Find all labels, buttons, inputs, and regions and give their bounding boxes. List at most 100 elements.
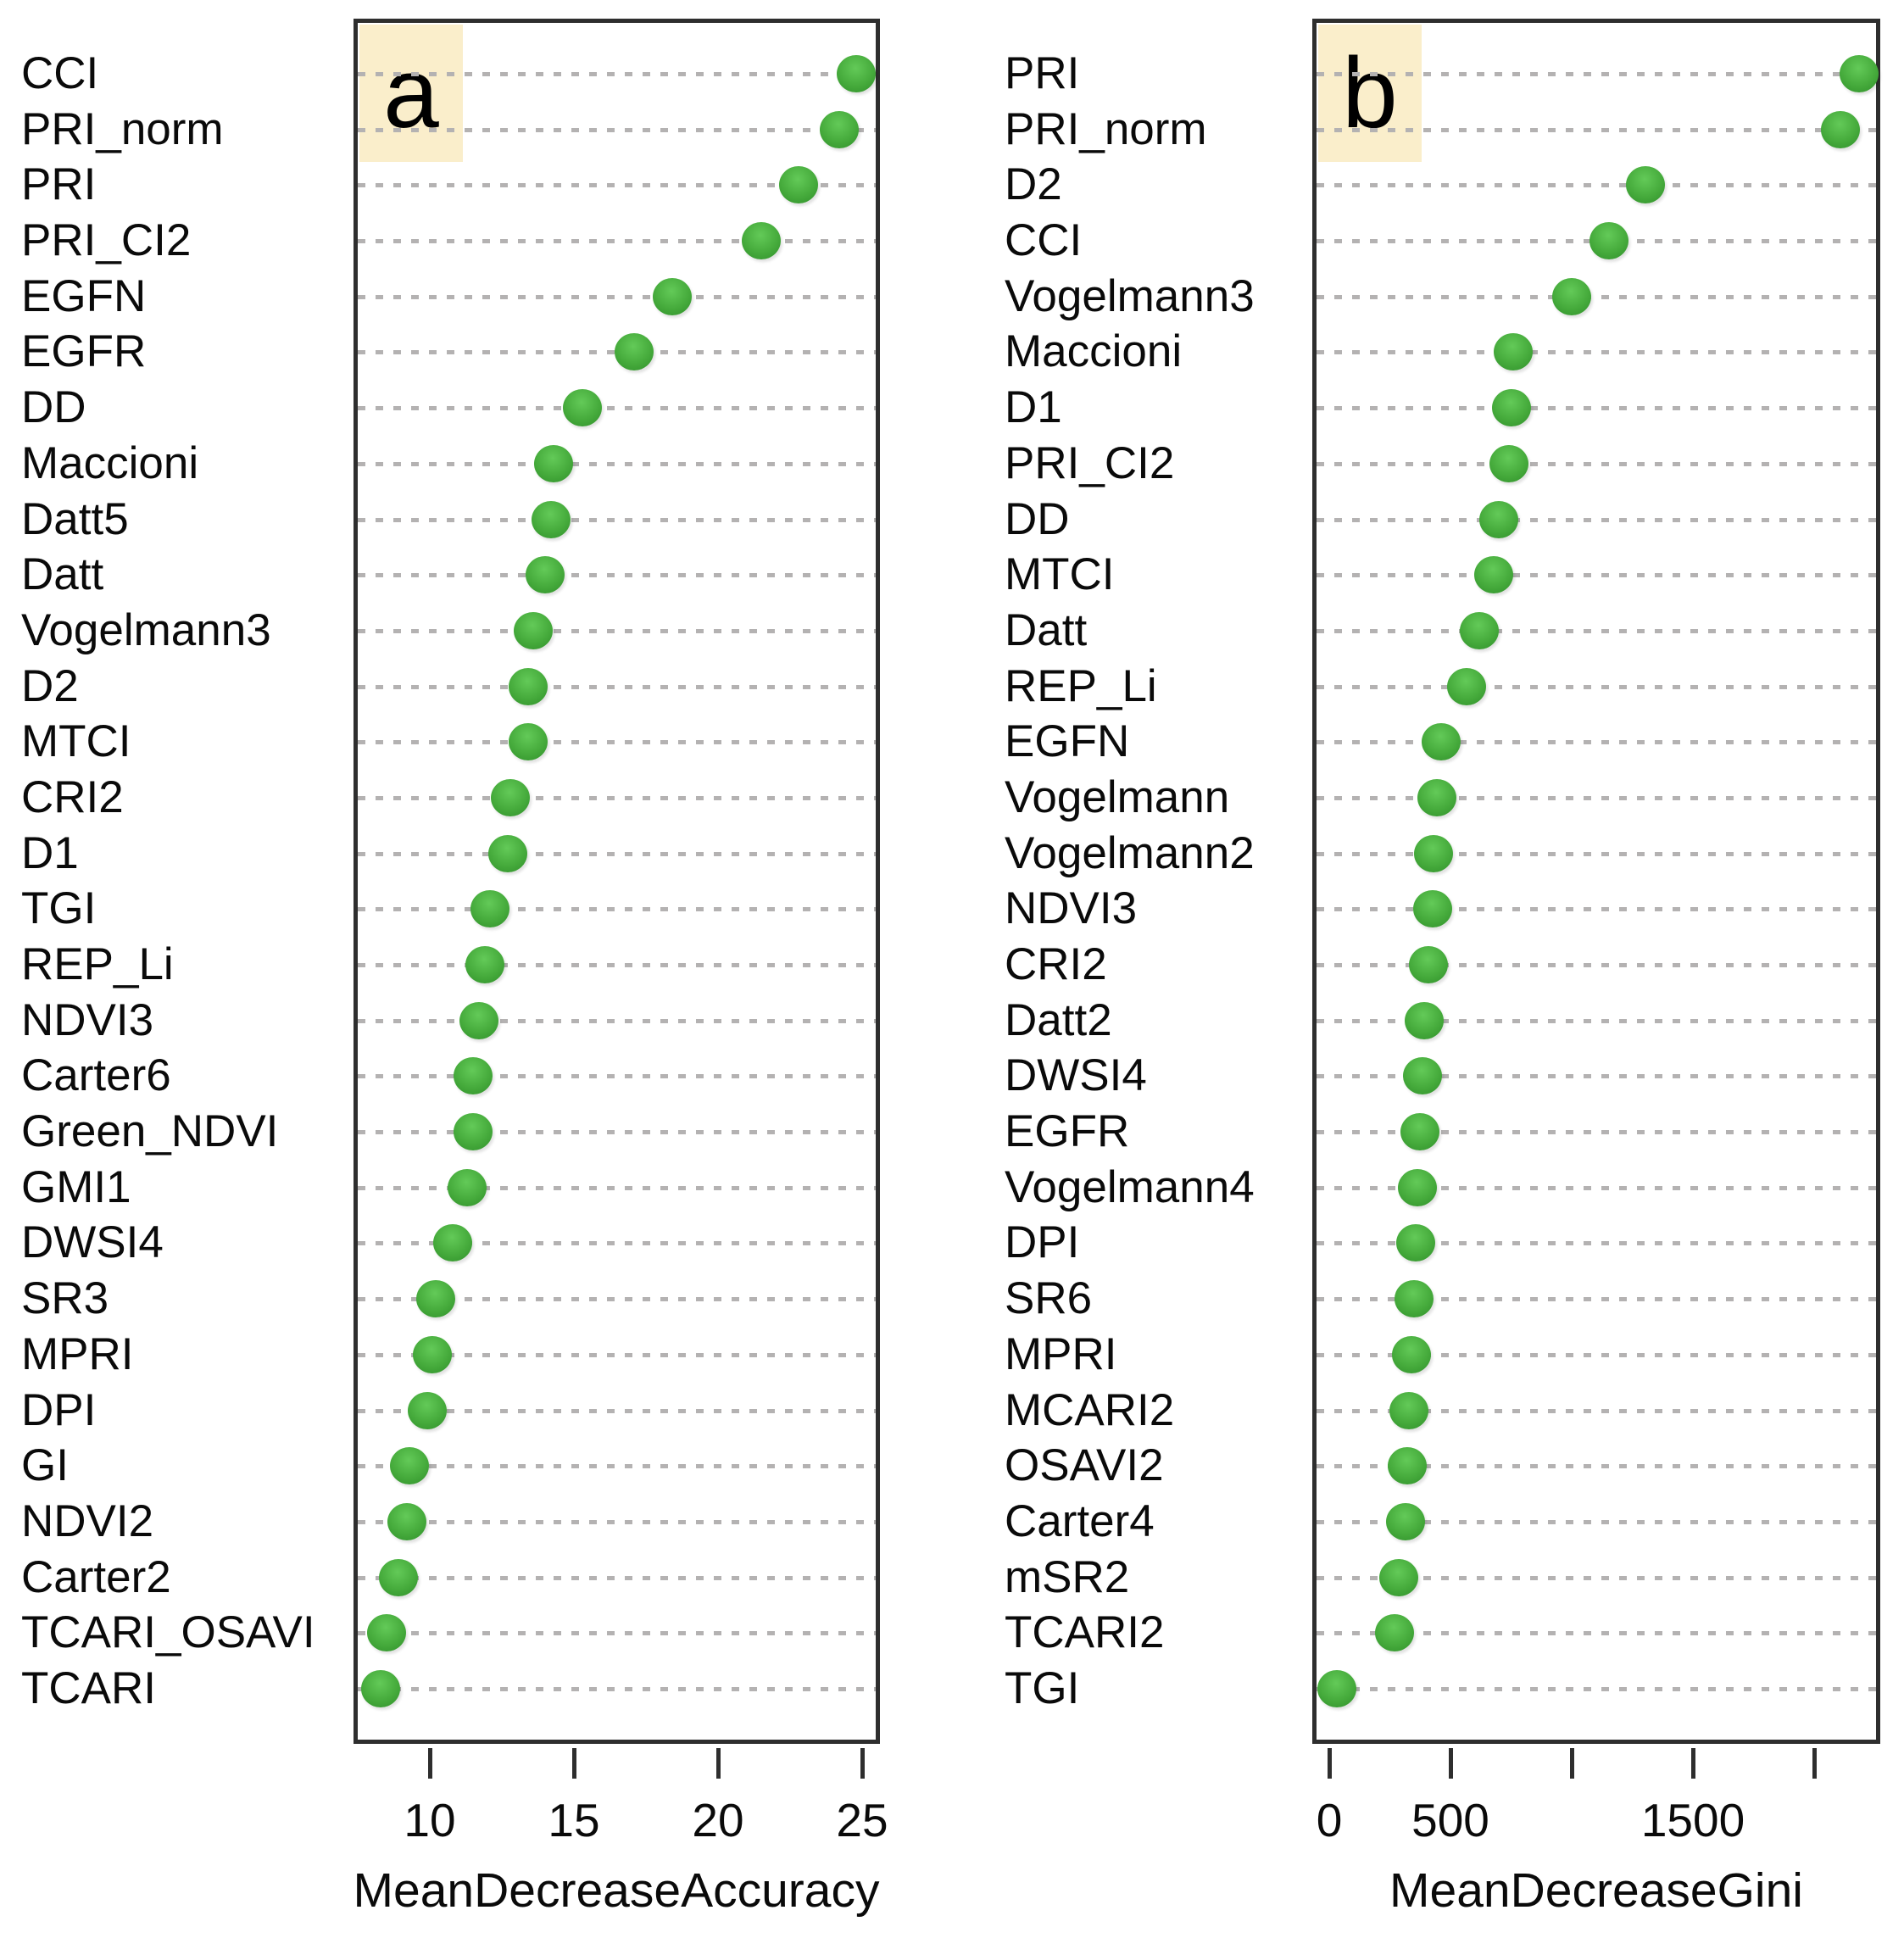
row-label-Carter4: Carter4 (1005, 1495, 1155, 1546)
data-point-dot-Carter2 (378, 1558, 418, 1596)
row-label-MPRI: MPRI (21, 1328, 134, 1379)
data-point-dot-GI (390, 1447, 430, 1485)
gridline-Vogelmann3 (358, 628, 876, 633)
row-label-GMI1: GMI1 (21, 1161, 131, 1212)
gridline-EGFN (358, 294, 876, 299)
gridline-PRI (358, 183, 876, 188)
row-label-Maccioni: Maccioni (21, 437, 199, 488)
row-label-Vogelmann3: Vogelmann3 (21, 604, 271, 655)
data-point-dot-Datt (526, 556, 565, 594)
gridline-Carter6 (358, 1074, 876, 1079)
row-label-DD: DD (1005, 493, 1070, 544)
panel-a-letter: a (383, 37, 439, 149)
row-label-PRI_CI2: PRI_CI2 (21, 215, 192, 266)
row-label-SR3: SR3 (21, 1273, 109, 1324)
data-point-dot-Vogelmann (1417, 778, 1457, 816)
data-point-dot-Maccioni (534, 444, 574, 482)
data-point-dot-MTCI (508, 723, 548, 761)
gridline-Maccioni (358, 461, 876, 466)
gridline-D1 (358, 851, 876, 856)
x-tick-label-0: 0 (1316, 1794, 1343, 1846)
panel-a-corner-label: a (359, 25, 463, 162)
data-point-dot-Datt (1460, 611, 1500, 649)
data-point-dot-MPRI (413, 1335, 453, 1373)
x-tick-label-20: 20 (692, 1794, 744, 1846)
row-label-NDVI2: NDVI2 (21, 1495, 154, 1546)
row-label-Carter6: Carter6 (21, 1050, 171, 1101)
row-label-EGFN: EGFN (1005, 716, 1130, 767)
row-label-D1: D1 (21, 827, 79, 878)
gridline-D1 (1317, 406, 1876, 411)
data-point-dot-GMI1 (448, 1168, 487, 1206)
gridline-Vogelmann (1317, 795, 1876, 800)
gridline-Vogelmann4 (1317, 1185, 1876, 1190)
x-tick-label-25: 25 (836, 1794, 888, 1846)
gridline-Vogelmann3 (1317, 294, 1876, 299)
data-point-dot-PRI_norm (1821, 110, 1861, 148)
data-point-dot-D1 (1491, 389, 1531, 427)
data-point-dot-Maccioni (1494, 333, 1534, 371)
x-tick-label-10: 10 (404, 1794, 456, 1846)
row-label-GI: GI (21, 1440, 69, 1491)
gridline-Carter4 (1317, 1519, 1876, 1524)
row-label-Vogelmann3: Vogelmann3 (1005, 270, 1255, 321)
row-label-NDVI3: NDVI3 (1005, 883, 1138, 934)
gridline-CRI2 (358, 795, 876, 800)
gridline-PRI (1317, 72, 1876, 76)
row-label-PRI_CI2: PRI_CI2 (1005, 437, 1175, 488)
row-label-REP_Li: REP_Li (1005, 660, 1157, 711)
row-label-EGFR: EGFR (1005, 1106, 1130, 1157)
row-label-EGFR: EGFR (21, 326, 147, 377)
row-label-Vogelmann4: Vogelmann4 (1005, 1161, 1255, 1212)
panel-b-corner-label: b (1318, 25, 1422, 162)
gridline-PRI_norm (358, 127, 876, 132)
row-label-PRI: PRI (1005, 48, 1080, 98)
gridline-TCARI2 (1317, 1631, 1876, 1636)
gridline-DPI (1317, 1241, 1876, 1246)
row-label-Datt: Datt (1005, 604, 1088, 655)
x-tick-mark-20 (716, 1748, 721, 1779)
data-point-dot-CRI2 (1409, 946, 1449, 984)
gridline-DD (358, 406, 876, 411)
data-point-dot-PRI_norm (819, 110, 859, 148)
x-tick-mark-1000 (1570, 1748, 1574, 1779)
gridline-TCARI_OSAVI (358, 1631, 876, 1636)
gridline-SR3 (358, 1297, 876, 1302)
data-point-dot-MTCI (1474, 556, 1514, 594)
row-label-Maccioni: Maccioni (1005, 326, 1183, 377)
data-point-dot-EGFN (1421, 723, 1461, 761)
data-point-dot-Vogelmann4 (1398, 1168, 1438, 1206)
row-label-D2: D2 (21, 660, 79, 711)
data-point-dot-REP_Li (1446, 667, 1486, 705)
panel-a-x-axis-title: MeanDecreaseAccuracy (353, 1863, 880, 1918)
row-label-CCI: CCI (21, 48, 99, 98)
gridline-MTCI (358, 740, 876, 745)
gridline-CRI2 (1317, 963, 1876, 968)
gridline-MCARI2 (1317, 1408, 1876, 1413)
row-label-PRI_norm: PRI_norm (1005, 103, 1207, 154)
data-point-dot-PRI (1839, 55, 1879, 92)
data-point-dot-NDVI3 (459, 1001, 498, 1039)
data-point-dot-D2 (1626, 166, 1666, 204)
gridline-Carter2 (358, 1575, 876, 1580)
data-point-dot-TGI (1317, 1670, 1356, 1707)
row-label-Green_NDVI: Green_NDVI (21, 1106, 279, 1157)
gridline-REP_Li (358, 963, 876, 968)
row-label-DWSI4: DWSI4 (21, 1217, 164, 1268)
row-label-Vogelmann: Vogelmann (1005, 771, 1230, 822)
row-label-Datt: Datt (21, 549, 104, 600)
gridline-PRI_norm (1317, 127, 1876, 132)
row-label-MTCI: MTCI (21, 716, 131, 767)
gridline-Datt (358, 573, 876, 578)
row-label-TCARI_OSAVI: TCARI_OSAVI (21, 1607, 315, 1658)
gridline-DWSI4 (358, 1241, 876, 1246)
gridline-TGI (358, 907, 876, 912)
row-label-D2: D2 (1005, 159, 1062, 210)
data-point-dot-Green_NDVI (454, 1113, 493, 1151)
data-point-dot-mSR2 (1378, 1558, 1418, 1596)
x-tick-mark-15 (572, 1748, 576, 1779)
row-label-CRI2: CRI2 (21, 771, 124, 822)
gridline-MTCI (1317, 573, 1876, 578)
data-point-dot-Carter6 (454, 1057, 493, 1095)
